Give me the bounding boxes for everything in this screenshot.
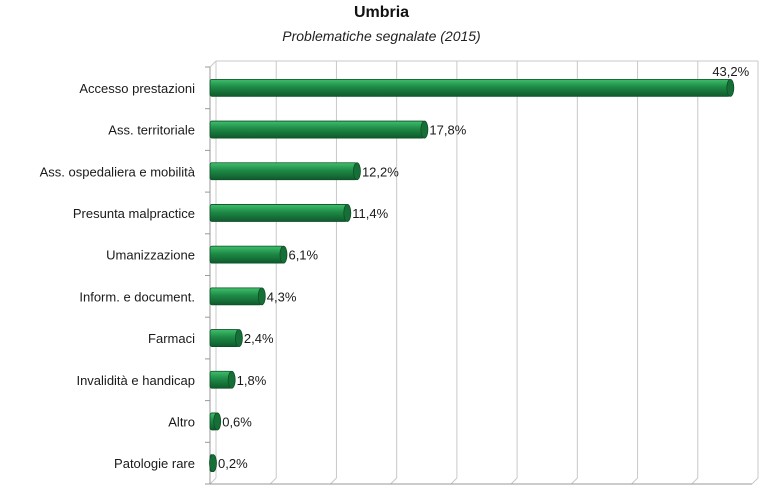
category-label: Ass. ospedaliera e mobilità (40, 164, 196, 179)
gridline-floor (269, 477, 277, 485)
bar-end-cap (235, 329, 243, 347)
gridline-floor (510, 477, 518, 485)
bar (209, 245, 284, 264)
gridline-floor (691, 477, 699, 485)
bar-end-cap (209, 454, 217, 473)
gridline-floor (330, 477, 337, 485)
category-label: Farmaci (148, 331, 195, 346)
bar (209, 287, 263, 306)
data-label: 11,4% (352, 206, 388, 221)
category-label: Presunta malpractice (73, 206, 195, 221)
bar-end-cap (213, 412, 222, 431)
data-label: 12,2% (362, 164, 399, 179)
data-label: 2,4% (244, 331, 274, 346)
data-label: 0,6% (222, 414, 252, 429)
bar (209, 162, 358, 181)
category-label: Umanizzazione (106, 248, 195, 263)
bar (209, 120, 425, 139)
gridline-floor (751, 477, 759, 485)
gridline-floor (450, 477, 458, 485)
bar (209, 204, 348, 222)
category-label: Inform. e document. (79, 289, 195, 304)
bar-end-cap (726, 78, 735, 97)
category-label: Patologie rare (114, 456, 195, 471)
bar-end-cap (343, 204, 352, 222)
chart-title: Umbria (353, 4, 410, 21)
gridline-floor (209, 477, 217, 485)
data-label: 43,2% (712, 64, 749, 79)
bar (209, 78, 731, 97)
gridline-floor (390, 477, 398, 485)
bar-end-cap (257, 287, 266, 306)
bar (209, 329, 240, 347)
data-label: 6,1% (288, 248, 318, 263)
bar-end-cap (353, 162, 361, 181)
category-label: Invalidità e handicap (76, 373, 195, 388)
plot-corner-edge (209, 60, 217, 68)
data-label: 4,3% (267, 289, 297, 304)
data-label: 17,8% (429, 123, 466, 138)
category-label: Altro (168, 414, 195, 429)
category-label: Accesso prestazioni (79, 81, 195, 96)
category-label: Ass. territoriale (108, 123, 195, 138)
data-label: 1,8% (237, 373, 267, 388)
gridline-floor (570, 477, 578, 485)
data-label: 0,2% (218, 456, 248, 471)
bar-end-cap (227, 370, 236, 389)
chart-subtitle: Problematiche segnalate (2015) (282, 28, 481, 44)
bar-end-cap (279, 245, 288, 264)
labels: Accesso prestazioni 43,2% Ass. territorial… (40, 64, 750, 471)
gridline-floor (631, 477, 638, 485)
bars (209, 78, 735, 473)
bar-end-cap (420, 120, 429, 139)
